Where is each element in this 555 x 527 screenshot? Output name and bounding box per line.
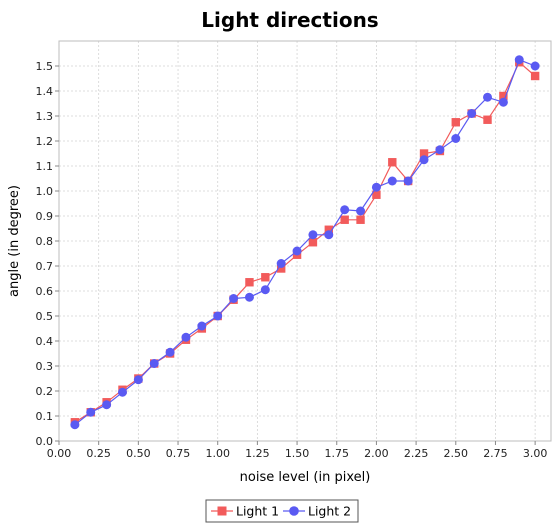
y-tick-label: 0.7 bbox=[36, 260, 54, 273]
data-point-light-1 bbox=[530, 71, 540, 81]
series-light-2 bbox=[70, 55, 540, 430]
y-tick-label: 0.4 bbox=[36, 335, 54, 348]
x-tick-label: 3.00 bbox=[523, 447, 548, 460]
y-tick-label: 1.1 bbox=[36, 160, 54, 173]
y-tick-label: 0.8 bbox=[36, 235, 54, 248]
x-tick-label: 2.00 bbox=[364, 447, 389, 460]
data-point-light-2 bbox=[530, 61, 540, 71]
data-point-light-2 bbox=[102, 400, 112, 410]
y-tick-label: 0.0 bbox=[36, 435, 54, 448]
x-axis-label: noise level (in pixel) bbox=[240, 470, 371, 485]
data-point-light-2 bbox=[483, 92, 493, 102]
y-tick-label: 0.1 bbox=[36, 410, 54, 423]
x-tick-label: 1.75 bbox=[324, 447, 349, 460]
y-axis-label: angle (in degree) bbox=[7, 185, 22, 297]
data-point-light-1 bbox=[308, 238, 318, 247]
x-tick-label: 1.50 bbox=[285, 447, 310, 460]
data-point-light-1 bbox=[276, 264, 286, 273]
y-tick-label: 0.9 bbox=[36, 210, 54, 223]
y-tick-label: 0.5 bbox=[36, 310, 54, 323]
x-tick-label: 2.25 bbox=[404, 447, 429, 460]
y-tick-label: 1.3 bbox=[36, 110, 54, 123]
data-point-light-2 bbox=[292, 246, 302, 256]
data-point-light-2 bbox=[451, 134, 461, 143]
x-tick-label: 2.75 bbox=[483, 447, 508, 460]
data-point-light-2 bbox=[165, 347, 175, 357]
legend-box bbox=[205, 499, 359, 523]
data-point-light-2 bbox=[229, 294, 239, 303]
series-line-light-2 bbox=[74, 59, 536, 426]
data-point-light-2 bbox=[356, 206, 366, 216]
data-point-light-1 bbox=[261, 273, 270, 282]
series-layer bbox=[70, 55, 540, 430]
data-point-light-2 bbox=[467, 109, 477, 118]
data-point-light-2 bbox=[340, 205, 350, 215]
data-point-light-1 bbox=[419, 149, 429, 158]
x-tick-label: 1.00 bbox=[205, 447, 230, 460]
data-point-light-1 bbox=[356, 215, 365, 224]
data-point-light-2 bbox=[419, 155, 429, 165]
data-point-light-2 bbox=[371, 182, 381, 192]
y-tick-label: 0.6 bbox=[36, 285, 54, 298]
y-tick-label: 1.2 bbox=[36, 135, 54, 148]
data-point-light-1 bbox=[388, 158, 397, 167]
data-point-light-2 bbox=[403, 176, 413, 186]
data-point-light-2 bbox=[181, 332, 191, 342]
data-point-light-2 bbox=[276, 259, 286, 268]
data-point-light-1 bbox=[499, 91, 508, 101]
y-tick-label: 1.4 bbox=[36, 85, 54, 98]
legend-marker-square bbox=[217, 506, 227, 516]
data-point-light-2 bbox=[387, 176, 397, 186]
data-point-light-2 bbox=[197, 321, 207, 331]
data-point-light-2 bbox=[324, 230, 334, 240]
y-tick-label: 1.5 bbox=[36, 60, 54, 73]
legend-label-light-2: Light 2 bbox=[308, 504, 351, 519]
chart-title: Light directions bbox=[201, 8, 378, 32]
data-point-light-2 bbox=[244, 292, 254, 302]
data-point-light-2 bbox=[149, 359, 159, 368]
x-tick-label: 0.50 bbox=[126, 447, 151, 460]
x-tick-label: 0.75 bbox=[166, 447, 191, 460]
data-point-light-2 bbox=[308, 230, 318, 240]
data-point-light-2 bbox=[70, 420, 80, 430]
y-tick-label: 0.3 bbox=[36, 360, 54, 373]
data-point-light-1 bbox=[372, 190, 381, 199]
data-point-light-2 bbox=[133, 375, 143, 385]
data-point-light-2 bbox=[514, 55, 524, 65]
grid-lines bbox=[59, 41, 551, 441]
x-tick-label: 0.00 bbox=[47, 447, 72, 460]
y-tick-label: 1.0 bbox=[36, 185, 54, 198]
legend-marker-circle bbox=[289, 506, 299, 516]
data-point-light-1 bbox=[340, 215, 349, 224]
data-point-light-2 bbox=[213, 311, 223, 321]
legend-label-light-1: Light 1 bbox=[236, 504, 279, 519]
data-point-light-1 bbox=[451, 118, 460, 127]
data-point-light-2 bbox=[498, 97, 508, 107]
data-point-light-1 bbox=[483, 115, 492, 124]
data-point-light-2 bbox=[435, 145, 445, 155]
axes: 0.0 0.1 0.2 0.3 0.4 0.5 0.6 0.7 0.8 0.9 1.0 1.1 1.2 1… bbox=[36, 60, 548, 460]
y-tick-label: 0.2 bbox=[36, 385, 54, 398]
legend: Light 1 Light 2 bbox=[205, 499, 359, 523]
x-tick-label: 1.25 bbox=[245, 447, 270, 460]
x-tick-label: 0.25 bbox=[86, 447, 111, 460]
data-point-light-2 bbox=[117, 387, 127, 397]
data-point-light-1 bbox=[324, 225, 334, 234]
data-point-light-2 bbox=[86, 407, 96, 417]
data-point-light-2 bbox=[260, 285, 270, 295]
data-point-light-1 bbox=[245, 278, 254, 287]
x-tick-label: 2.50 bbox=[444, 447, 469, 460]
